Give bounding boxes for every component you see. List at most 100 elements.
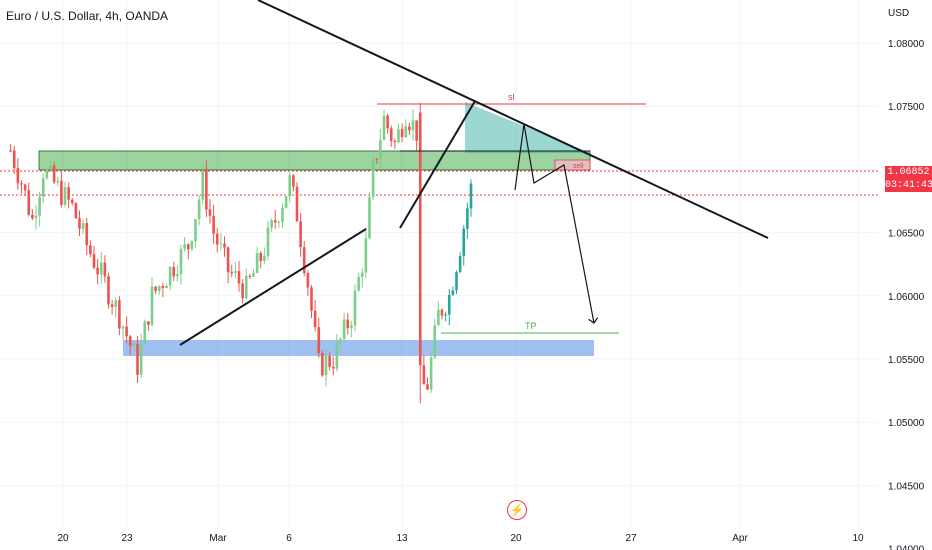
candle bbox=[237, 271, 241, 284]
candle bbox=[422, 365, 426, 385]
candle bbox=[292, 175, 295, 187]
candle bbox=[81, 223, 85, 229]
candle bbox=[364, 238, 368, 273]
candle bbox=[60, 180, 63, 205]
candle bbox=[252, 272, 255, 277]
candle bbox=[85, 223, 89, 246]
candle bbox=[386, 115, 389, 129]
candle bbox=[371, 158, 375, 198]
candle bbox=[63, 187, 67, 205]
candle bbox=[342, 319, 346, 339]
candle bbox=[197, 199, 201, 220]
candle bbox=[215, 233, 219, 245]
time-tick-label: Mar bbox=[209, 533, 227, 544]
candle bbox=[132, 344, 136, 346]
candle bbox=[458, 256, 462, 272]
candle bbox=[444, 314, 447, 316]
price-tick-label: 1.07500 bbox=[888, 102, 925, 113]
candle bbox=[408, 126, 411, 131]
time-tick-label: 20 bbox=[57, 533, 69, 544]
candle bbox=[150, 286, 154, 325]
candle bbox=[136, 344, 139, 375]
price-tick-label: 1.06500 bbox=[888, 229, 925, 240]
candle bbox=[241, 283, 244, 299]
candle bbox=[165, 285, 168, 289]
candle bbox=[382, 115, 386, 140]
candle bbox=[121, 326, 125, 329]
candle bbox=[462, 228, 466, 257]
candle bbox=[313, 310, 317, 328]
candle bbox=[172, 267, 176, 277]
candle bbox=[103, 262, 107, 277]
price-tick-label: 1.04500 bbox=[888, 481, 925, 492]
candle bbox=[393, 141, 397, 143]
candle bbox=[411, 120, 415, 131]
candle bbox=[52, 165, 56, 183]
candle bbox=[295, 186, 299, 222]
currency-label[interactable]: USD bbox=[888, 8, 910, 19]
candle bbox=[99, 262, 103, 275]
candle bbox=[437, 309, 440, 326]
ascending-trendline-left bbox=[179, 228, 367, 346]
candle bbox=[277, 222, 281, 224]
candle bbox=[433, 325, 437, 358]
candle bbox=[23, 184, 27, 191]
candle bbox=[404, 126, 408, 137]
candle bbox=[230, 272, 234, 274]
candle bbox=[455, 271, 458, 291]
candle bbox=[176, 274, 179, 277]
zones bbox=[38, 102, 594, 356]
candle bbox=[266, 227, 270, 256]
horizontal-lines bbox=[0, 103, 885, 334]
candle bbox=[12, 150, 16, 169]
candle bbox=[186, 244, 190, 250]
time-axis: 20 23 Mar 6 13 20 27 Apr 10 bbox=[0, 527, 878, 550]
candle bbox=[143, 321, 147, 344]
price-tick-label: 1.05000 bbox=[888, 418, 925, 429]
candle bbox=[45, 169, 49, 179]
projection-polyline bbox=[514, 123, 594, 323]
candle bbox=[27, 190, 31, 215]
candle bbox=[375, 158, 379, 160]
time-tick-label: 27 bbox=[625, 533, 637, 544]
candle bbox=[259, 253, 263, 261]
candle bbox=[281, 207, 284, 223]
candle bbox=[415, 120, 418, 141]
candle bbox=[357, 276, 360, 291]
ascending-trendline-right bbox=[399, 100, 476, 229]
lightning-icon[interactable]: ⚡ bbox=[507, 500, 527, 520]
price-tick-label: 1.04000 bbox=[888, 545, 925, 550]
candle bbox=[34, 215, 38, 219]
candle bbox=[147, 321, 150, 325]
time-axis-bg bbox=[0, 527, 878, 550]
price-tick-label: 1.06000 bbox=[888, 292, 925, 303]
candle bbox=[179, 248, 183, 275]
time-tick-label: 23 bbox=[121, 533, 133, 544]
candle bbox=[205, 170, 208, 210]
time-tick-label: Apr bbox=[732, 533, 748, 544]
time-tick-label: 10 bbox=[852, 533, 864, 544]
candle bbox=[429, 357, 433, 390]
candle bbox=[346, 319, 350, 329]
candle bbox=[128, 336, 132, 346]
candle bbox=[78, 218, 81, 229]
candle bbox=[306, 273, 310, 288]
candle bbox=[339, 338, 342, 343]
resistance-zone bbox=[38, 150, 591, 171]
candle bbox=[190, 241, 194, 250]
candle bbox=[389, 128, 393, 142]
sell-box bbox=[554, 159, 591, 171]
candle bbox=[284, 196, 288, 208]
candle bbox=[212, 215, 215, 234]
candle bbox=[223, 243, 226, 248]
candle bbox=[418, 112, 422, 366]
candle bbox=[426, 384, 429, 390]
candle bbox=[317, 327, 321, 353]
candle bbox=[96, 267, 99, 275]
candle bbox=[273, 220, 277, 223]
candle bbox=[328, 355, 331, 367]
candle bbox=[288, 175, 292, 197]
candle bbox=[31, 214, 34, 219]
candle bbox=[168, 267, 172, 286]
